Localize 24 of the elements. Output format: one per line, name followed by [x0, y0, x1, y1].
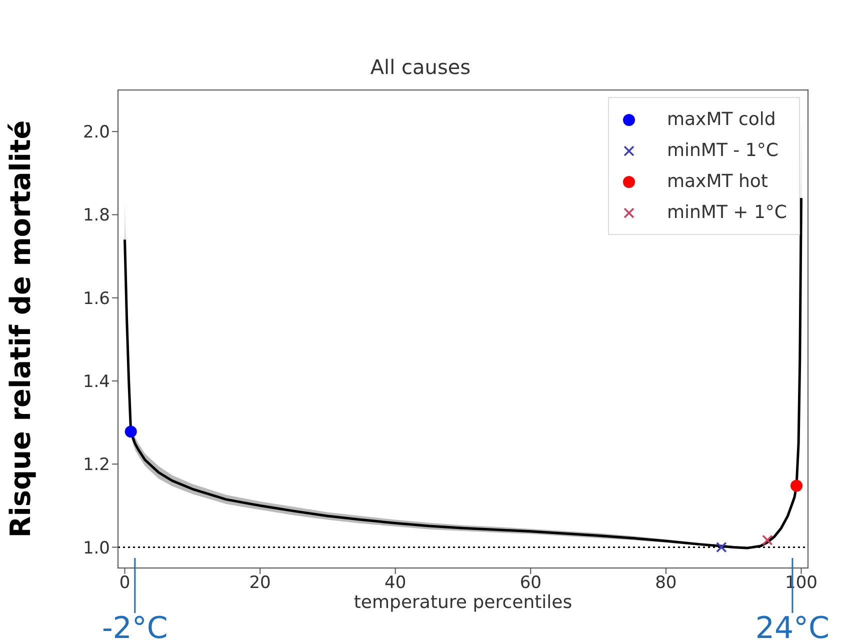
chart-title: All causes	[369, 55, 472, 79]
x-tick-label: 80	[655, 573, 677, 594]
point	[124, 426, 137, 438]
y-tick-label: 1.2	[82, 455, 110, 476]
y-axis-title: Risque relatif de mortalité	[4, 120, 37, 538]
y-tick-label: 1.4	[82, 372, 110, 392]
legend-label: maxMT cold	[666, 109, 776, 130]
y-tick-label: 1.8	[82, 206, 110, 226]
y-tick-label: 2.0	[82, 122, 110, 143]
annotation: -2°C	[102, 611, 168, 644]
y-tick-label: 1.6	[82, 288, 110, 309]
point	[790, 480, 802, 492]
x-tick-label: 0	[119, 573, 130, 594]
legend-label: maxMT hot	[666, 171, 768, 192]
annotation: 24°C	[755, 611, 830, 644]
y-tick-label: 1.0	[82, 538, 110, 558]
legend-label: minMT - 1°C	[666, 140, 778, 161]
x-tick-label: 20	[249, 573, 271, 594]
x-tick-label: 60	[520, 573, 542, 594]
x-tick-label: 40	[384, 573, 406, 594]
point	[762, 534, 773, 546]
point	[716, 542, 727, 553]
legend-label: minMT + 1°C	[666, 202, 787, 223]
x-axis-title: temperature percentiles	[354, 592, 572, 613]
